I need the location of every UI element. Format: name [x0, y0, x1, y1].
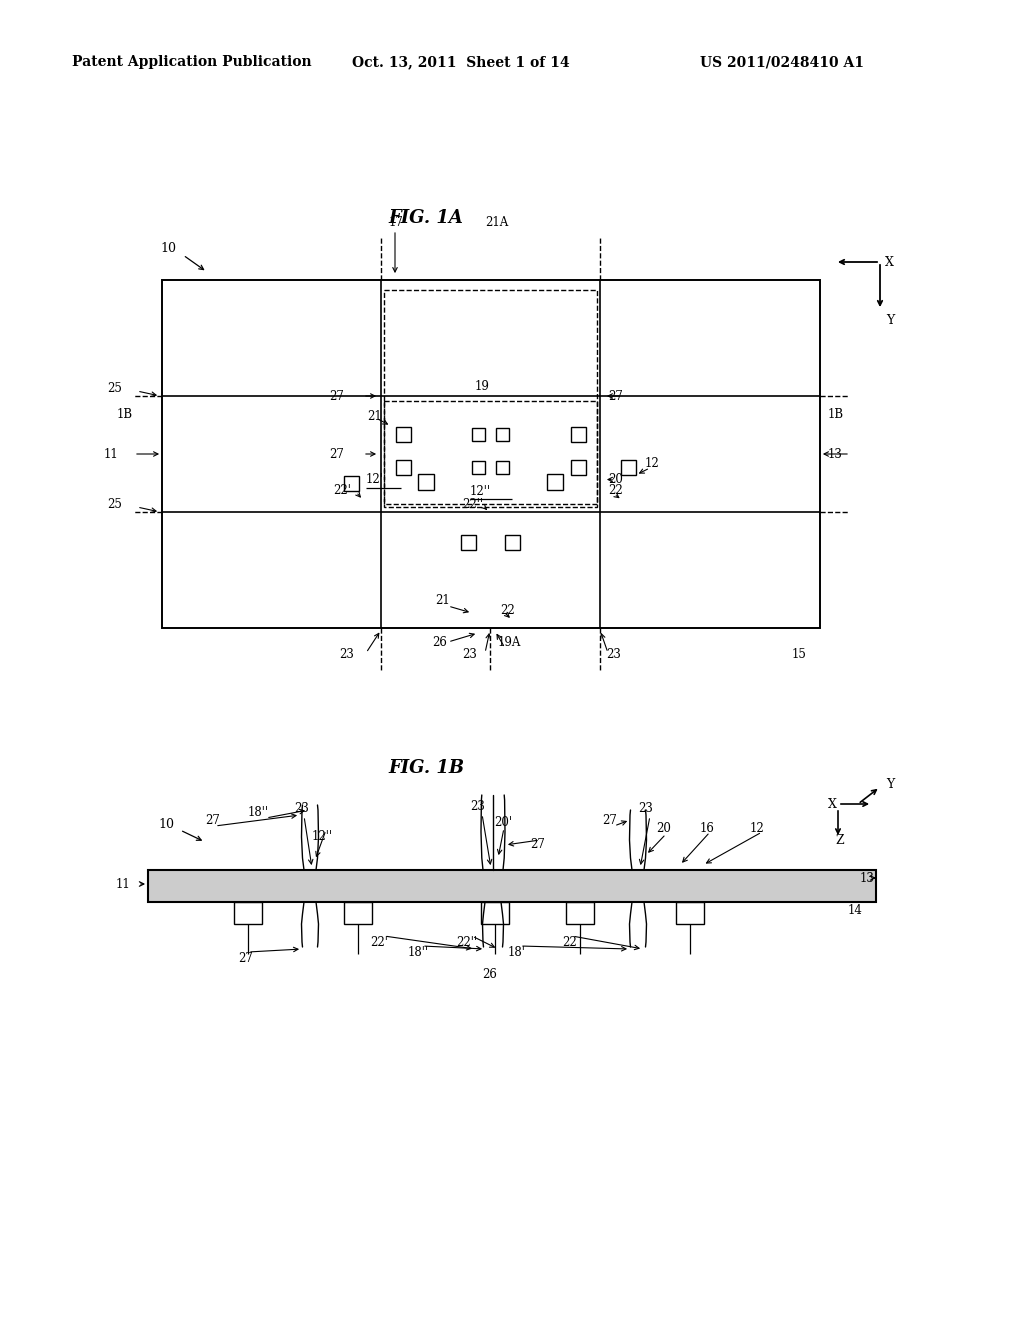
Text: 20: 20: [608, 473, 623, 486]
Text: Oct. 13, 2011  Sheet 1 of 14: Oct. 13, 2011 Sheet 1 of 14: [352, 55, 569, 69]
Text: 21A: 21A: [485, 215, 508, 228]
Text: 21: 21: [367, 409, 382, 422]
Text: FIG. 1A: FIG. 1A: [388, 209, 463, 227]
Bar: [471, 428, 484, 441]
Text: 23: 23: [638, 801, 653, 814]
Bar: [547, 474, 563, 490]
Text: 23: 23: [606, 648, 621, 660]
Text: 27: 27: [238, 952, 253, 965]
Text: 22': 22': [333, 483, 351, 496]
Text: 27: 27: [608, 389, 623, 403]
Text: 22: 22: [608, 483, 623, 496]
Text: Y: Y: [886, 777, 894, 791]
Text: Z: Z: [835, 833, 844, 846]
Bar: [481, 902, 509, 924]
Text: 22': 22': [370, 936, 388, 949]
Text: 18': 18': [508, 945, 526, 958]
Text: 18'': 18'': [248, 805, 269, 818]
Text: 14: 14: [848, 903, 863, 916]
Bar: [162, 280, 820, 628]
Text: 26: 26: [432, 635, 446, 648]
Text: 1B: 1B: [117, 408, 133, 421]
Bar: [496, 428, 509, 441]
Text: 10: 10: [158, 817, 174, 830]
Text: 27: 27: [205, 813, 220, 826]
Text: 12: 12: [645, 457, 659, 470]
Text: 27: 27: [602, 813, 616, 826]
Text: 11: 11: [104, 447, 119, 461]
Text: FIG. 1B: FIG. 1B: [388, 759, 464, 777]
Bar: [496, 462, 509, 474]
Text: 1B: 1B: [828, 408, 844, 421]
Text: 12: 12: [750, 821, 765, 834]
Text: Patent Application Publication: Patent Application Publication: [72, 55, 311, 69]
Text: 22'': 22'': [456, 936, 477, 949]
Text: 16: 16: [700, 821, 715, 834]
Text: 17: 17: [389, 215, 403, 228]
Text: 20': 20': [494, 816, 512, 829]
Text: 23: 23: [294, 801, 309, 814]
Bar: [344, 902, 372, 924]
Text: 20: 20: [656, 821, 671, 834]
Bar: [384, 401, 597, 507]
Bar: [395, 461, 411, 475]
Bar: [570, 426, 586, 442]
Text: 22: 22: [500, 603, 515, 616]
Text: 27: 27: [329, 389, 344, 403]
Text: 23: 23: [470, 800, 485, 813]
Text: US 2011/0248410 A1: US 2011/0248410 A1: [700, 55, 864, 69]
Text: 12'': 12'': [312, 829, 333, 842]
Text: 19: 19: [475, 380, 489, 392]
Bar: [395, 426, 411, 442]
Bar: [148, 870, 876, 902]
Text: 11: 11: [116, 878, 131, 891]
Text: 25: 25: [106, 381, 122, 395]
Text: 23: 23: [339, 648, 354, 660]
Bar: [471, 462, 484, 474]
Text: 22: 22: [562, 936, 577, 949]
Text: X: X: [828, 797, 837, 810]
Bar: [384, 290, 597, 504]
Text: 27: 27: [329, 447, 344, 461]
Text: 12'': 12'': [470, 484, 490, 498]
Text: 10: 10: [160, 242, 176, 255]
Bar: [343, 475, 358, 491]
Bar: [566, 902, 594, 924]
Text: 15: 15: [792, 648, 807, 660]
Bar: [234, 902, 262, 924]
Bar: [461, 535, 475, 549]
Bar: [418, 474, 434, 490]
Text: Y: Y: [886, 314, 894, 327]
Text: 19A: 19A: [498, 635, 521, 648]
Text: 22'': 22'': [462, 498, 483, 511]
Text: 12': 12': [366, 473, 384, 486]
Text: 25: 25: [106, 498, 122, 511]
Text: X: X: [885, 256, 894, 268]
Bar: [505, 535, 519, 549]
Text: 18'': 18'': [408, 945, 429, 958]
Text: 13: 13: [860, 871, 874, 884]
Text: 26: 26: [482, 968, 498, 981]
Bar: [676, 902, 705, 924]
Text: 13: 13: [828, 447, 843, 461]
Text: 23: 23: [462, 648, 477, 660]
Bar: [621, 461, 636, 475]
Text: 21: 21: [435, 594, 450, 606]
Text: 27: 27: [530, 837, 545, 850]
Bar: [570, 461, 586, 475]
